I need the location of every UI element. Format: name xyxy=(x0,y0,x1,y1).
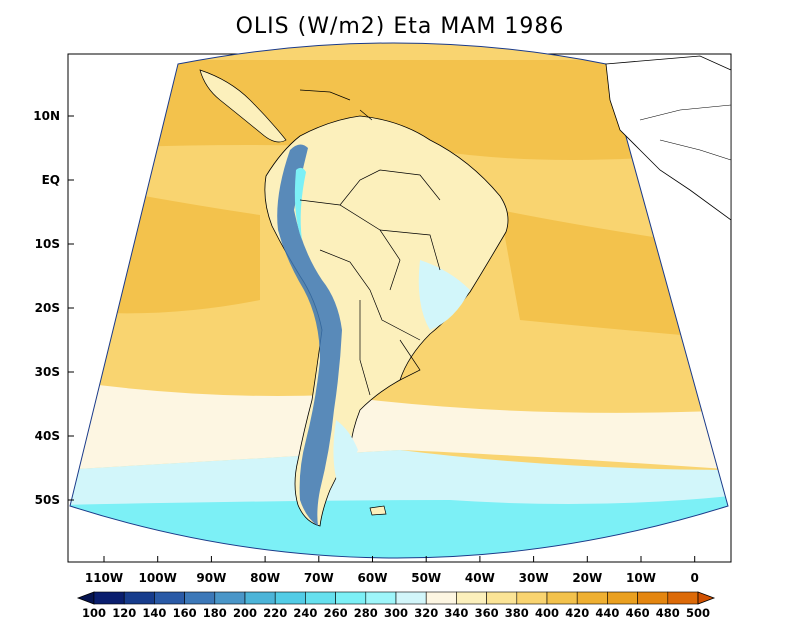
lon-tick-label: 50W xyxy=(411,571,441,585)
west-africa xyxy=(605,55,732,221)
colorbar-swatch xyxy=(486,591,518,605)
lat-tick-label: 10N xyxy=(33,109,60,123)
lat-tick-label: 50S xyxy=(35,493,60,507)
lat-tick-label: EQ xyxy=(42,173,60,187)
lon-tick-label: 10W xyxy=(626,571,656,585)
colorbar: 100 120 140 160 180 200 220 240 260 280 300 320 340 3… xyxy=(76,591,716,618)
colorbar-level-label: 160 xyxy=(173,606,197,618)
central-america xyxy=(199,69,287,143)
lon-tick-label: 110W xyxy=(85,571,123,585)
band-pale xyxy=(70,380,728,470)
colorbar-level-label: 200 xyxy=(233,606,257,618)
lon-tick-label: 20W xyxy=(572,571,602,585)
lon-tick-label: 30W xyxy=(519,571,549,585)
domain-outline xyxy=(69,42,729,559)
colorbar-swatch xyxy=(335,591,367,605)
colorbar-swatch xyxy=(365,591,397,605)
caribbean-islands xyxy=(299,89,373,121)
colorbar-level-label: 240 xyxy=(293,606,317,618)
country-borders xyxy=(299,169,441,396)
patagonia-patch xyxy=(333,420,358,485)
lat-tick-label: 10S xyxy=(35,237,60,251)
colorbar-level-label: 340 xyxy=(444,606,468,618)
colorbar-level-label: 100 xyxy=(82,606,106,618)
colorbar-level-label: 480 xyxy=(656,606,680,618)
colorbar-level-label: 380 xyxy=(505,606,529,618)
brazil-highland-patch xyxy=(418,260,470,330)
colorbar-swatch xyxy=(546,591,578,605)
colorbar-swatch xyxy=(637,591,669,605)
colorbar-level-label: 120 xyxy=(112,606,136,618)
lat-tick-label: 30S xyxy=(35,365,60,379)
map-title: OLIS (W/m2) Eta MAM 1986 xyxy=(235,14,565,39)
colorbar-swatch xyxy=(425,591,457,605)
colorbar-swatch xyxy=(576,591,608,605)
andes-highland xyxy=(294,167,306,240)
colorbar-swatch xyxy=(274,591,306,605)
colorbar-swatch xyxy=(93,591,125,605)
colorbar-level-label: 300 xyxy=(384,606,408,618)
colorbar-level-label: 400 xyxy=(535,606,559,618)
lon-tick-label: 70W xyxy=(304,571,334,585)
colorbar-over-arrow xyxy=(697,591,716,605)
colorbar-swatch xyxy=(184,591,216,605)
colorbar-level-label: 420 xyxy=(565,606,589,618)
africa-borders xyxy=(639,104,732,161)
colorbar-level-label: 140 xyxy=(142,606,166,618)
colorbar-swatch xyxy=(244,591,276,605)
lon-tick-label: 0 xyxy=(691,571,699,585)
lat-tick-label: 20S xyxy=(35,301,60,315)
latitude-axis: 10N EQ 10S 20S 30S 40S 50S xyxy=(33,109,74,507)
colorbar-level-label: 280 xyxy=(354,606,378,618)
colorbar-level-label: 460 xyxy=(626,606,650,618)
colorbar-swatch xyxy=(607,591,638,605)
colorbar-level-label: 440 xyxy=(595,606,619,618)
lon-tick-label: 80W xyxy=(250,571,280,585)
colorbar-level-label: 260 xyxy=(324,606,348,618)
colorbar-swatch xyxy=(667,591,699,605)
colorbar-level-label: 320 xyxy=(414,606,438,618)
colorbar-swatch xyxy=(516,591,548,605)
lon-tick-label: 60W xyxy=(358,571,388,585)
falkland-islands xyxy=(369,505,387,516)
colorbar-swatch xyxy=(456,591,487,605)
lon-tick-label: 90W xyxy=(196,571,226,585)
colorbar-level-label: 360 xyxy=(475,606,499,618)
colorbar-swatch xyxy=(123,591,155,605)
colorbar-swatch xyxy=(395,591,427,605)
lon-tick-label: 100W xyxy=(139,571,177,585)
lon-tick-label: 40W xyxy=(465,571,495,585)
colorbar-swatch xyxy=(154,591,185,605)
colorbar-level-label: 220 xyxy=(263,606,287,618)
andes-ridge xyxy=(277,144,342,526)
colorbar-under-arrow xyxy=(76,591,95,605)
colorbar-level-label: 500 xyxy=(686,606,710,618)
south-america xyxy=(264,115,509,527)
longitude-axis: 110W 100W 90W 80W 70W 60W 50W 40W 30W 20W 10W 0 xyxy=(85,556,699,585)
colorbar-swatch xyxy=(214,591,246,605)
lat-tick-label: 40S xyxy=(35,429,60,443)
colorbar-level-label: 180 xyxy=(203,606,227,618)
colorbar-swatch xyxy=(305,591,336,605)
